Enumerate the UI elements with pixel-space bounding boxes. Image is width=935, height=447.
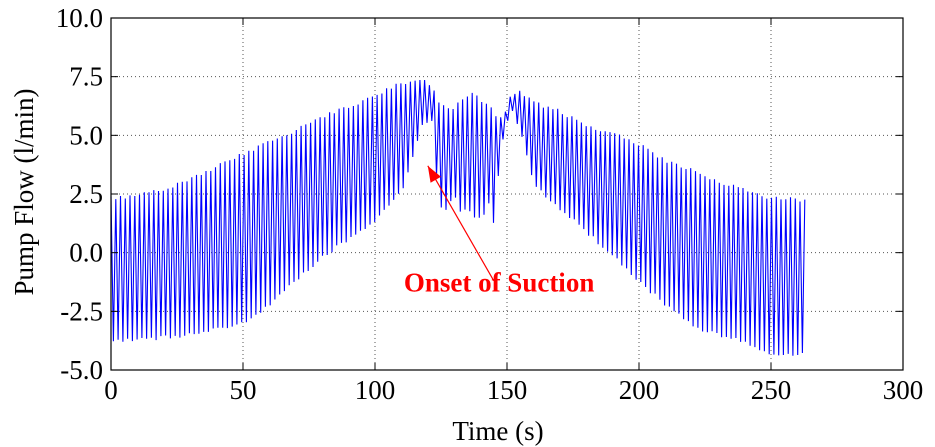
y-tick-label: -2.5: [60, 296, 103, 326]
x-tick-label: 150: [487, 375, 528, 405]
y-tick-label: 2.5: [69, 179, 103, 209]
x-tick-label: 200: [619, 375, 660, 405]
y-tick-label: 10.0: [56, 3, 103, 33]
annotation-arrow: [427, 165, 495, 282]
y-tick-label: -5.0: [60, 355, 103, 385]
x-tick-label: 250: [751, 375, 792, 405]
y-tick-label: 0.0: [69, 238, 103, 268]
y-tick-labels: -5.0 -2.5 0.0 2.5 5.0 7.5 10.0: [56, 3, 103, 385]
x-tick-labels: 0 50 100 150 200 250 300: [104, 375, 923, 405]
x-tick-label: 0: [104, 375, 118, 405]
plot-area: [110, 17, 904, 371]
annotation-arrowhead: [427, 165, 441, 183]
x-tick-label: 300: [883, 375, 924, 405]
x-tick-label: 100: [355, 375, 396, 405]
x-tick-label: 50: [230, 375, 257, 405]
x-axis-label: Time (s): [452, 416, 543, 446]
series-line: [110, 79, 806, 356]
annotation-layer: Onset of Suction: [404, 165, 595, 297]
y-axis-label: Pump Flow (l/min): [9, 88, 39, 295]
annotation-text: Onset of Suction: [404, 267, 595, 297]
y-tick-label: 5.0: [69, 120, 103, 150]
y-tick-label: 7.5: [69, 62, 103, 92]
